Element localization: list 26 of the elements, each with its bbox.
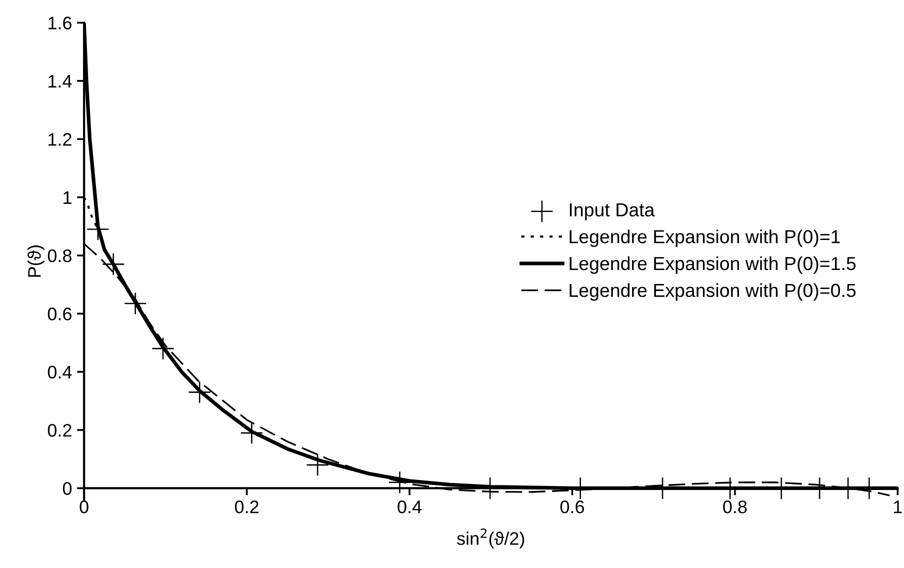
y-tick-label: 1.6 xyxy=(48,16,72,30)
x-tick-label: 0.2 xyxy=(234,500,258,514)
point xyxy=(124,292,146,314)
legend-label: Legendre Expansion with P(0)=0.5 xyxy=(570,283,856,301)
point xyxy=(240,422,262,444)
x-tick-label: 0.6 xyxy=(560,500,584,514)
y-tick-label: 0.4 xyxy=(48,366,72,379)
point xyxy=(388,472,411,494)
x-tick-label: 0 xyxy=(80,500,88,514)
point xyxy=(102,253,124,275)
y-tick-label: 1.4 xyxy=(48,75,72,88)
y-tick-label: 0 xyxy=(62,482,72,495)
y-tick-label: 1.2 xyxy=(48,133,72,146)
legend-label: Input Data xyxy=(570,203,655,220)
legend-label: Legendre Expansion with P(0)=1 xyxy=(570,230,840,248)
y-tick-label: 0.2 xyxy=(48,424,72,437)
y-tick-label: 1 xyxy=(64,191,72,204)
x-tick-label: 0.4 xyxy=(398,500,422,514)
x-tick-label: 0.8 xyxy=(723,500,747,514)
y-tick-label: 0.8 xyxy=(48,249,72,262)
legend-label: Legendre Expansion with P(0)=1.5 xyxy=(570,256,856,274)
y-tick-label: 0.6 xyxy=(48,308,72,320)
x-axis-title: sin$^{2}$(ϑ/2) xyxy=(456,528,524,548)
x-tick-label: 1 xyxy=(894,500,902,514)
y-axis-title: P(ϑ) xyxy=(28,245,44,277)
point xyxy=(188,381,210,403)
